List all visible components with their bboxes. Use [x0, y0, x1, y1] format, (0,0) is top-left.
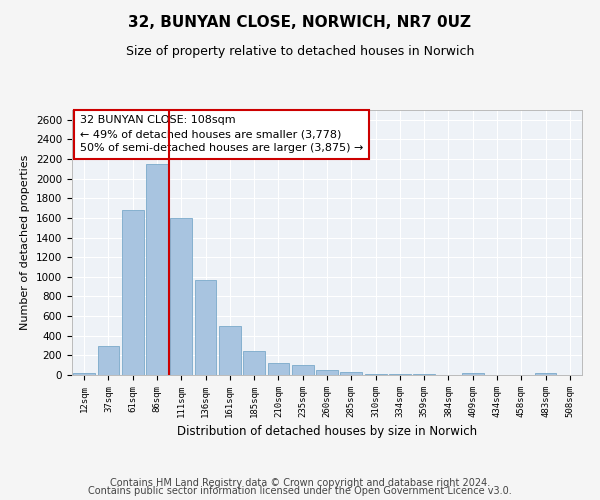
- Text: Size of property relative to detached houses in Norwich: Size of property relative to detached ho…: [126, 45, 474, 58]
- Bar: [73, 372, 95, 375]
- Bar: [122, 210, 143, 375]
- Text: Contains public sector information licensed under the Open Government Licence v3: Contains public sector information licen…: [88, 486, 512, 496]
- Bar: [194, 280, 217, 375]
- Text: Contains HM Land Registry data © Crown copyright and database right 2024.: Contains HM Land Registry data © Crown c…: [110, 478, 490, 488]
- Bar: [268, 363, 289, 375]
- Bar: [413, 374, 435, 375]
- Bar: [316, 370, 338, 375]
- Text: 32 BUNYAN CLOSE: 108sqm
← 49% of detached houses are smaller (3,778)
50% of semi: 32 BUNYAN CLOSE: 108sqm ← 49% of detache…: [80, 116, 363, 154]
- Bar: [389, 374, 411, 375]
- Bar: [462, 373, 484, 375]
- Bar: [535, 372, 556, 375]
- Bar: [365, 374, 386, 375]
- Bar: [243, 350, 265, 375]
- Y-axis label: Number of detached properties: Number of detached properties: [20, 155, 31, 330]
- Bar: [340, 372, 362, 375]
- Bar: [292, 365, 314, 375]
- Bar: [146, 164, 168, 375]
- Bar: [170, 218, 192, 375]
- Bar: [219, 326, 241, 375]
- Text: 32, BUNYAN CLOSE, NORWICH, NR7 0UZ: 32, BUNYAN CLOSE, NORWICH, NR7 0UZ: [128, 15, 472, 30]
- Bar: [97, 346, 119, 375]
- X-axis label: Distribution of detached houses by size in Norwich: Distribution of detached houses by size …: [177, 426, 477, 438]
